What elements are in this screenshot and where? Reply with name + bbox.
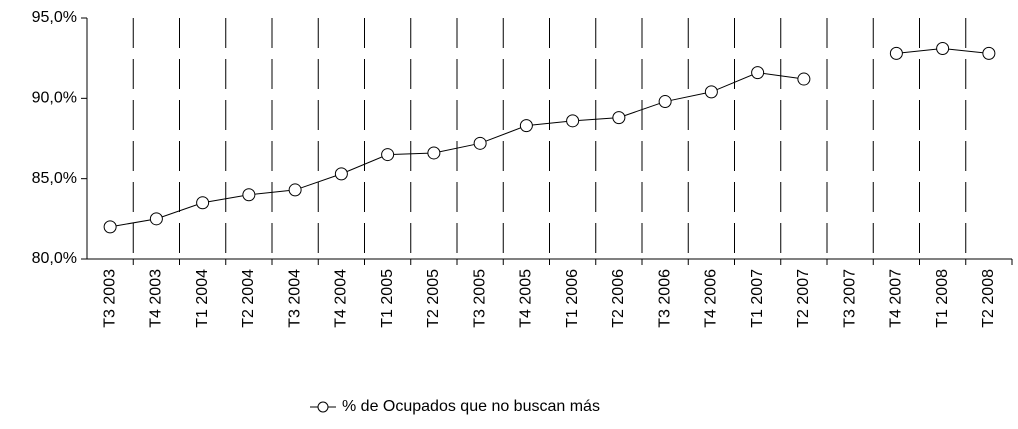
x-tick-label: T2 2008 bbox=[980, 269, 997, 328]
x-tick-label: T3 2007 bbox=[841, 269, 858, 328]
x-tick-label: T2 2006 bbox=[610, 269, 627, 328]
data-point bbox=[519, 119, 533, 133]
data-point bbox=[288, 183, 302, 197]
data-point bbox=[427, 146, 441, 160]
x-tick-label: T3 2006 bbox=[656, 269, 673, 328]
x-tick-label: T3 2003 bbox=[101, 269, 118, 328]
series-line bbox=[110, 72, 804, 228]
legend-marker bbox=[317, 401, 329, 413]
x-tick-label: T1 2008 bbox=[934, 269, 951, 328]
x-tick-label: T3 2005 bbox=[471, 269, 488, 328]
data-point bbox=[381, 148, 395, 162]
y-tick-label: 85,0% bbox=[32, 170, 77, 187]
data-point bbox=[751, 66, 765, 80]
data-point bbox=[103, 220, 117, 234]
data-point bbox=[334, 167, 348, 181]
x-tick-label: T2 2004 bbox=[240, 269, 257, 328]
data-point bbox=[982, 46, 996, 60]
data-point bbox=[196, 196, 210, 210]
x-tick-label: T4 2004 bbox=[333, 269, 350, 328]
data-point bbox=[566, 114, 580, 128]
data-point bbox=[612, 111, 626, 125]
x-tick-label: T1 2006 bbox=[564, 269, 581, 328]
x-tick-label: T1 2007 bbox=[749, 269, 766, 328]
x-tick-label: T2 2007 bbox=[795, 269, 812, 328]
data-point bbox=[149, 212, 163, 226]
x-tick-label: T1 2005 bbox=[379, 269, 396, 328]
legend-label: % de Ocupados que no buscan más bbox=[342, 398, 600, 415]
data-point bbox=[242, 188, 256, 202]
y-tick-label: 80,0% bbox=[32, 250, 77, 267]
x-tick-label: T4 2006 bbox=[703, 269, 720, 328]
x-tick-label: T1 2004 bbox=[194, 269, 211, 328]
x-tick-label: T4 2003 bbox=[148, 269, 165, 328]
data-point bbox=[473, 136, 487, 150]
data-point bbox=[889, 46, 903, 60]
data-point bbox=[936, 42, 950, 56]
x-tick-label: T4 2007 bbox=[888, 269, 905, 328]
x-tick-label: T3 2004 bbox=[286, 269, 303, 328]
data-point bbox=[797, 72, 811, 86]
y-tick-label: 95,0% bbox=[32, 9, 77, 26]
x-tick-label: T4 2005 bbox=[518, 269, 535, 328]
y-tick-label: 90,0% bbox=[32, 90, 77, 107]
x-tick-label: T2 2005 bbox=[425, 269, 442, 328]
data-point bbox=[658, 95, 672, 109]
data-point bbox=[704, 85, 718, 99]
